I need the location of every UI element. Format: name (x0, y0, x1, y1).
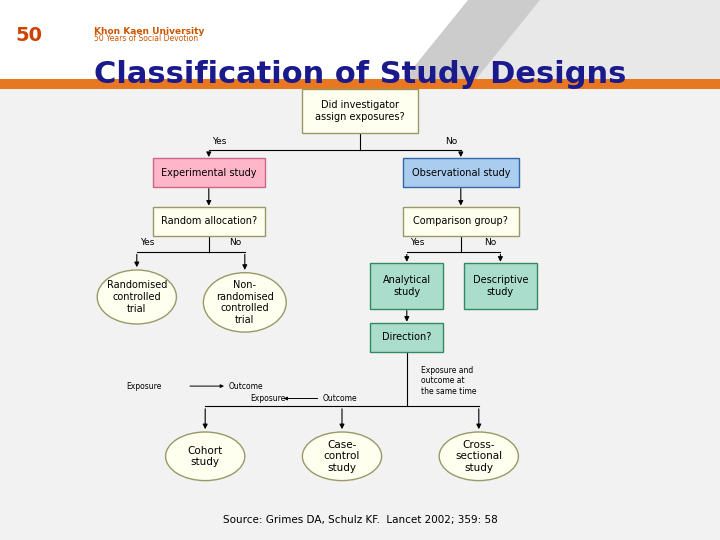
Text: Exposure: Exposure (251, 394, 286, 403)
Text: No: No (445, 137, 457, 145)
Text: Yes: Yes (212, 137, 227, 145)
FancyBboxPatch shape (0, 0, 720, 89)
Text: Comparison group?: Comparison group? (413, 217, 508, 226)
FancyBboxPatch shape (403, 158, 518, 187)
Text: Randomised
controlled
trial: Randomised controlled trial (107, 280, 167, 314)
Ellipse shape (302, 432, 382, 481)
Ellipse shape (203, 273, 287, 332)
Ellipse shape (166, 432, 245, 481)
FancyBboxPatch shape (153, 158, 265, 187)
Text: Classification of Study Designs: Classification of Study Designs (94, 60, 626, 89)
Text: Descriptive
study: Descriptive study (472, 275, 528, 297)
Text: No: No (485, 238, 497, 247)
Polygon shape (396, 0, 720, 89)
Text: Khon Kaen University: Khon Kaen University (94, 27, 204, 36)
Text: Exposure: Exposure (126, 382, 161, 390)
Text: Direction?: Direction? (382, 333, 431, 342)
Text: Exposure and
outcome at
the same time: Exposure and outcome at the same time (421, 366, 477, 396)
Ellipse shape (97, 270, 176, 324)
Text: Non-
randomised
controlled
trial: Non- randomised controlled trial (216, 280, 274, 325)
Text: Analytical
study: Analytical study (383, 275, 431, 297)
Text: Source: Grimes DA, Schulz KF.  Lancet 2002; 359: 58: Source: Grimes DA, Schulz KF. Lancet 200… (222, 515, 498, 525)
FancyBboxPatch shape (370, 263, 443, 309)
Text: Observational study: Observational study (412, 168, 510, 178)
Text: Outcome: Outcome (323, 394, 357, 403)
Text: Case-
control
study: Case- control study (324, 440, 360, 473)
Text: Cross-
sectional
study: Cross- sectional study (455, 440, 503, 473)
Ellipse shape (439, 432, 518, 481)
Text: Yes: Yes (410, 238, 425, 247)
FancyBboxPatch shape (464, 263, 537, 309)
Text: 50: 50 (15, 25, 42, 45)
FancyBboxPatch shape (302, 89, 418, 132)
Text: Experimental study: Experimental study (161, 168, 256, 178)
Text: No: No (229, 238, 241, 247)
Text: Cohort
study: Cohort study (188, 446, 222, 467)
Text: 50 Years of Social Devotion: 50 Years of Social Devotion (94, 35, 198, 43)
FancyBboxPatch shape (0, 79, 720, 89)
Polygon shape (468, 0, 720, 89)
Text: Outcome: Outcome (229, 382, 264, 390)
Text: Yes: Yes (140, 238, 155, 247)
Text: Random allocation?: Random allocation? (161, 217, 257, 226)
FancyBboxPatch shape (370, 323, 443, 352)
Text: Did investigator
assign exposures?: Did investigator assign exposures? (315, 100, 405, 122)
FancyBboxPatch shape (403, 207, 518, 236)
FancyBboxPatch shape (153, 207, 265, 236)
